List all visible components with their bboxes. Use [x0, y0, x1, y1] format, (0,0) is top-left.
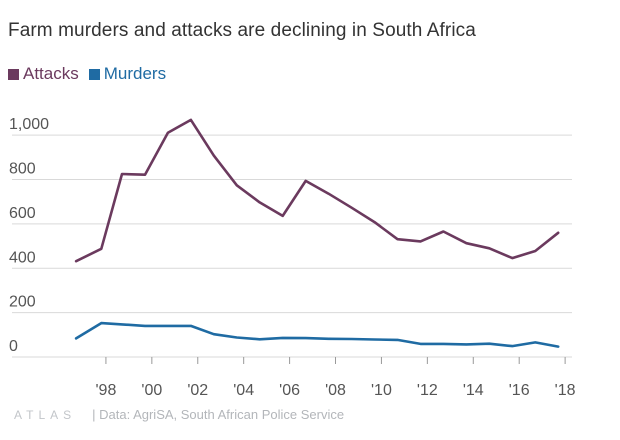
chart-title: Farm murders and attacks are declining i… [8, 20, 476, 41]
series-line-attacks [74, 118, 560, 263]
atlas-logo: ATLAS [14, 407, 77, 422]
source-note: | Data: AgriSA, South African Police Ser… [92, 407, 345, 422]
legend-swatch-attacks [8, 68, 19, 80]
x-tick-label: '04 [233, 382, 254, 399]
chart-legend: Attacks Murders [8, 64, 166, 84]
legend-swatch-murders [88, 68, 100, 80]
x-tick-label: '10 [371, 382, 392, 399]
x-tick-label: '00 [141, 382, 162, 399]
legend-label-attacks: Attacks [23, 64, 79, 83]
legend-label-murders: Murders [103, 64, 167, 83]
x-tick-label: '08 [325, 382, 346, 399]
x-tick-label: '14 [463, 382, 484, 399]
legend-item-murders: Murders [88, 64, 167, 84]
legend-item-attacks: Attacks [8, 64, 79, 84]
y-tick-label: 600 [9, 205, 36, 222]
x-tick-label: '06 [279, 382, 300, 399]
y-tick-label: 400 [9, 249, 36, 266]
chart-footer: ATLAS | Data: AgriSA, South African Poli… [14, 407, 344, 422]
y-tick-label: 0 [9, 338, 18, 355]
x-tick-label: '18 [555, 382, 576, 399]
x-tick-label: '12 [417, 382, 438, 399]
series-line-murders [74, 321, 560, 348]
y-tick-label: 1,000 [9, 116, 49, 133]
x-tick-label: '16 [509, 382, 530, 399]
x-tick-label: '98 [95, 382, 116, 399]
x-tick-label: '02 [187, 382, 208, 399]
y-tick-label: 800 [9, 161, 36, 178]
y-tick-label: 200 [9, 294, 36, 311]
